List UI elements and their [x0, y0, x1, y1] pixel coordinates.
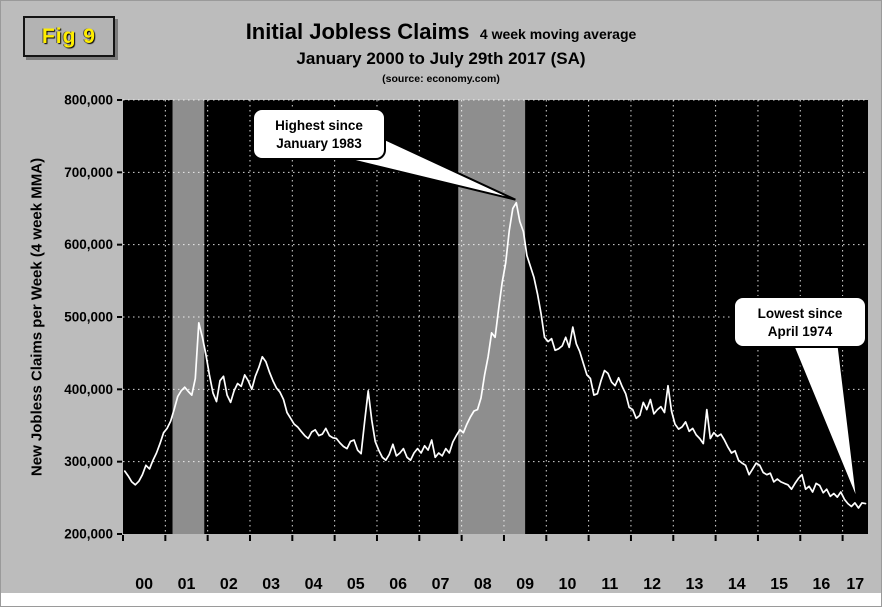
x-tick-label: 06: [389, 576, 407, 593]
y-tick-label: 500,000: [64, 310, 113, 325]
x-tick-label: 03: [262, 576, 280, 593]
x-tick-label: 12: [643, 576, 661, 593]
y-tick-label: 700,000: [64, 165, 113, 180]
x-tick-label: 07: [432, 576, 450, 593]
claims-line: [123, 201, 867, 509]
y-tick-label: 400,000: [64, 382, 113, 397]
fig-number-label: Fig 9: [41, 24, 96, 48]
fig-number-badge: Fig 9: [23, 16, 115, 57]
x-tick-label: 16: [813, 576, 831, 593]
x-tick-label: 11: [601, 576, 618, 593]
y-tick-label: 300,000: [64, 454, 113, 469]
x-tick-label: 09: [516, 576, 534, 593]
chart-title: Initial Jobless Claims: [245, 19, 470, 44]
chart-title-suffix: 4 week moving average: [479, 26, 637, 42]
chart-subtitle: January 2000 to July 29th 2017 (SA): [296, 49, 586, 68]
y-tick-label: 800,000: [64, 93, 113, 108]
x-tick-label: 08: [474, 576, 492, 593]
x-tick-label: 10: [559, 576, 577, 593]
annotation-box: [252, 108, 386, 160]
x-tick-label: 17: [846, 576, 864, 593]
x-tick-label: 00: [135, 576, 153, 593]
x-tick-label: 01: [178, 576, 196, 593]
x-tick-label: 04: [305, 576, 323, 593]
bottom-margin-strip: [1, 593, 881, 606]
chart-source: (source: economy.com): [382, 73, 500, 85]
x-tick-label: 02: [220, 576, 238, 593]
annotation-box: [733, 296, 867, 348]
x-tick-label: 14: [728, 576, 746, 593]
annotation-text: Highest since: [275, 118, 363, 133]
annotation-text: January 1983: [276, 136, 362, 151]
annotation-text: Lowest since: [758, 306, 843, 321]
y-tick-label: 600,000: [64, 237, 113, 252]
x-tick-label: 13: [686, 576, 704, 593]
annotation-text: April 1974: [768, 324, 833, 339]
y-tick-label: 200,000: [64, 527, 113, 542]
x-tick-label: 05: [347, 576, 365, 593]
title-line: Initial Jobless Claims 4 week moving ave…: [1, 19, 881, 45]
title-block: Initial Jobless Claims 4 week moving ave…: [1, 19, 881, 85]
x-tick-label: 15: [770, 576, 788, 593]
